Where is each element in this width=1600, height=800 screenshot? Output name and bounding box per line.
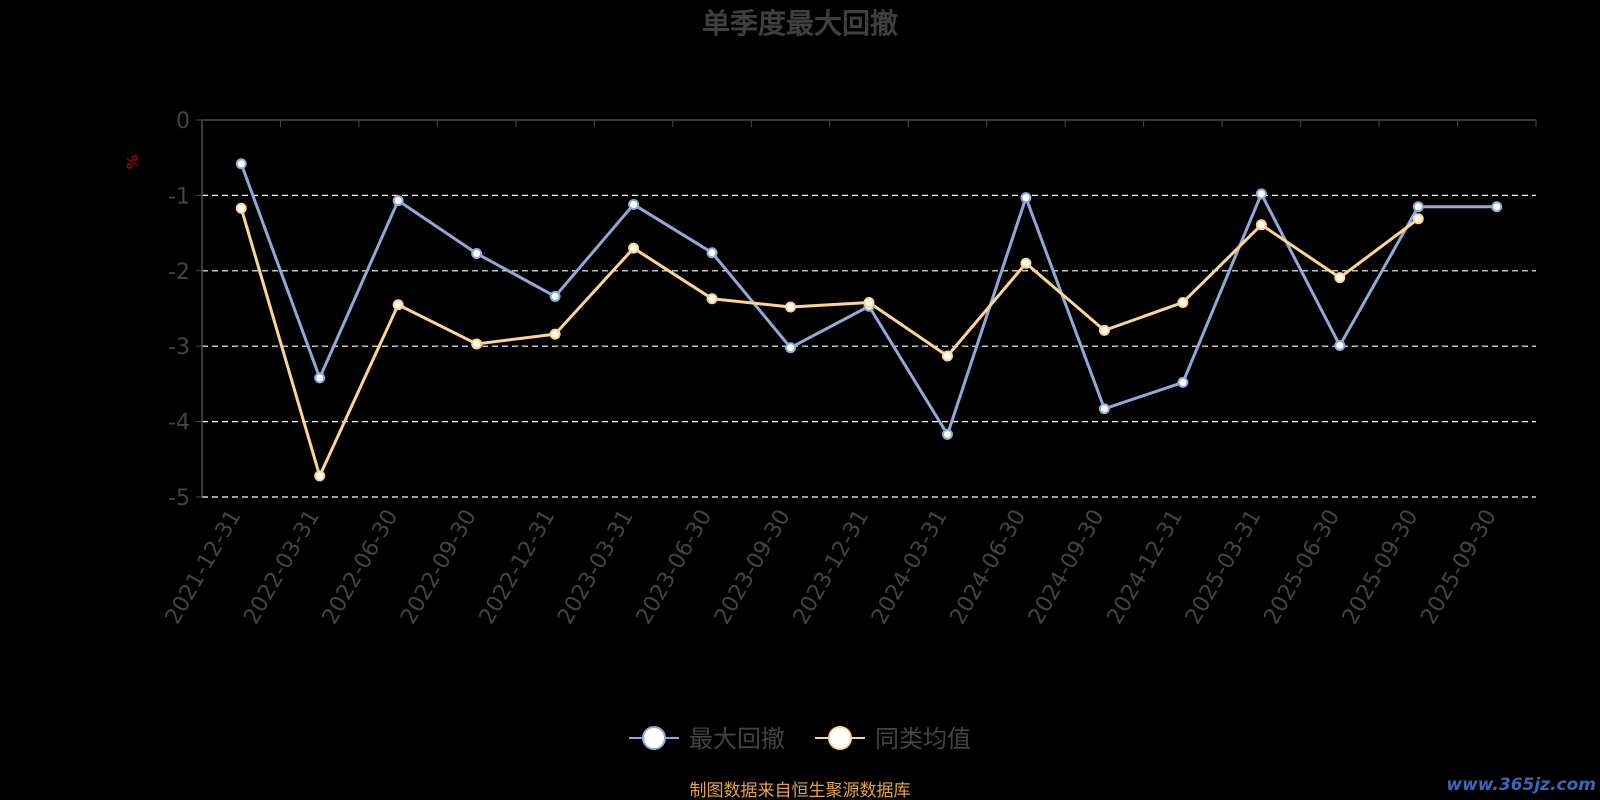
x-tick-label: 2022-12-31 [475, 506, 561, 629]
x-tick-label: 2021-12-31 [161, 506, 247, 629]
y-tick-label: -2 [168, 260, 190, 285]
x-tick-label: 2023-09-30 [710, 506, 796, 629]
legend-label[interactable]: 同类均值 [875, 725, 971, 753]
data-point[interactable] [1334, 339, 1346, 351]
series-line-1 [239, 207, 1420, 478]
data-point[interactable] [1020, 257, 1032, 269]
x-tick-label: 2025-06-30 [1259, 506, 1345, 629]
data-points [235, 158, 1503, 482]
x-tick-label: 2024-12-31 [1102, 506, 1188, 629]
y-tick-label: -1 [168, 184, 190, 209]
data-point[interactable] [235, 202, 247, 214]
data-point[interactable] [863, 296, 875, 308]
legend-swatch-marker[interactable] [642, 726, 666, 750]
watermark: www.365jz.com [1446, 775, 1596, 795]
x-tick-label: 2024-06-30 [946, 506, 1032, 629]
legend-swatch-marker[interactable] [828, 726, 852, 750]
data-point[interactable] [471, 247, 483, 259]
x-tick-label: 2025-09-30 [1416, 506, 1502, 629]
data-point[interactable] [314, 470, 326, 482]
data-point[interactable] [706, 293, 718, 305]
series-lines [239, 163, 1497, 478]
data-point[interactable] [471, 338, 483, 350]
data-point[interactable] [1412, 213, 1424, 225]
data-point[interactable] [785, 301, 797, 313]
y-tick-label: -3 [168, 335, 190, 360]
data-point[interactable] [235, 158, 247, 170]
legend: 最大回撤 同类均值 [629, 725, 971, 753]
x-tick-label: 2023-03-31 [553, 506, 639, 629]
x-tick-label: 2023-06-30 [632, 506, 718, 629]
data-point[interactable] [392, 195, 404, 207]
y-tick-label: -4 [168, 411, 190, 436]
chart-title: 单季度最大回撤 [702, 7, 898, 40]
legend-label[interactable]: 最大回撤 [689, 725, 785, 753]
axes [196, 119, 1537, 498]
data-point[interactable] [1255, 219, 1267, 231]
x-tick-label: 2022-06-30 [318, 506, 404, 629]
data-point[interactable] [1177, 376, 1189, 388]
data-point[interactable] [549, 290, 561, 302]
data-point[interactable] [785, 342, 797, 354]
y-tick-labels: 0 -1 -2 -3 -4 -5 [168, 109, 190, 511]
data-point[interactable] [549, 328, 561, 340]
data-point[interactable] [1491, 201, 1503, 213]
data-point[interactable] [392, 299, 404, 311]
x-tick-label: 2024-09-30 [1024, 506, 1110, 629]
data-point[interactable] [941, 428, 953, 440]
data-point[interactable] [314, 372, 326, 384]
data-point[interactable] [1177, 296, 1189, 308]
x-tick-label: 2024-03-31 [867, 506, 953, 629]
grid-lines [202, 194, 1536, 498]
y-axis-label: % [123, 154, 142, 169]
y-tick-label: -5 [168, 486, 190, 511]
data-point[interactable] [628, 198, 640, 210]
data-point[interactable] [628, 242, 640, 254]
data-point[interactable] [1098, 324, 1110, 336]
data-point[interactable] [1334, 272, 1346, 284]
x-tick-label: 2023-12-31 [789, 506, 875, 629]
x-tick-label: 2022-03-31 [239, 506, 325, 629]
x-tick-label: 2022-09-30 [396, 506, 482, 629]
data-point[interactable] [1098, 403, 1110, 415]
x-tick-label: 2025-09-30 [1338, 506, 1424, 629]
data-point[interactable] [1255, 188, 1267, 200]
data-point[interactable] [706, 247, 718, 259]
data-point[interactable] [1020, 192, 1032, 204]
source-note: 制图数据来自恒生聚源数据库 [690, 781, 911, 800]
data-point[interactable] [1412, 201, 1424, 213]
x-tick-labels: 2021-12-312022-03-312022-06-302022-09-30… [161, 506, 1502, 629]
y-tick-label: 0 [176, 109, 190, 134]
x-tick-label: 2025-03-31 [1181, 506, 1267, 629]
data-point[interactable] [941, 350, 953, 362]
